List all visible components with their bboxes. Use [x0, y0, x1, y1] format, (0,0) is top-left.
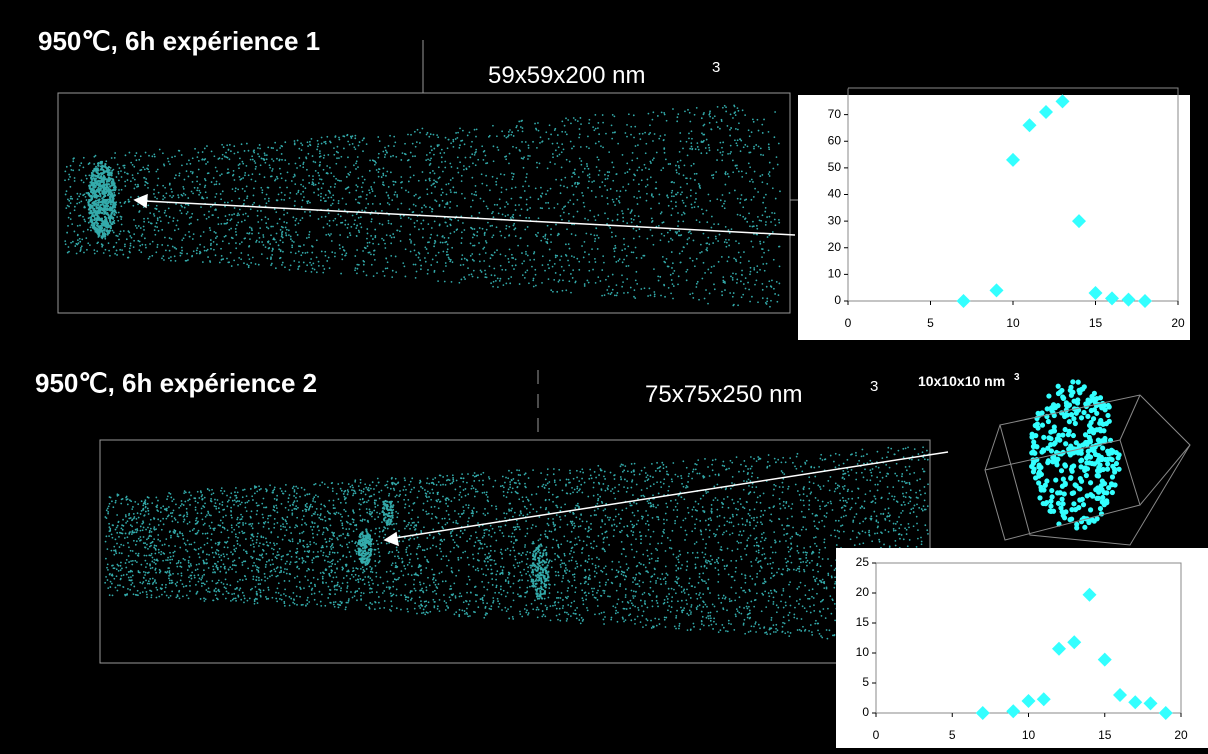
y-tick-label: 0: [834, 293, 841, 307]
data-point: [1138, 294, 1152, 308]
data-point: [1052, 641, 1066, 656]
data-point: [1036, 692, 1051, 707]
y-tick-label: 60: [828, 133, 842, 147]
y-tick-label: 10: [856, 645, 870, 659]
arrows: [133, 193, 949, 547]
size-exponent: 3: [712, 59, 720, 76]
data-point: [1113, 688, 1127, 702]
charts: 0 10 20 30 40 50 60 70 80 0 5 10 15 20 0 5 10 15 20 25 0 5 10 1…: [828, 80, 1188, 742]
data-point: [1158, 706, 1173, 720]
data-point: [1082, 587, 1097, 602]
inset-exponent: 3: [1014, 372, 1020, 383]
x-tick-label: 20: [1171, 316, 1185, 330]
x-tick-label: 5: [927, 316, 934, 330]
atom-maps: [64, 104, 1122, 644]
data-point: [1006, 152, 1020, 167]
data-point: [1039, 104, 1053, 119]
y-tick-label: 5: [862, 675, 869, 689]
inset-cluster: [1029, 379, 1122, 531]
data-point: [1128, 695, 1143, 710]
y-tick-label: 15: [856, 615, 870, 629]
size-label: 75x75x250 nm: [645, 381, 802, 408]
x-tick-label: 0: [845, 316, 852, 330]
data-point: [1105, 291, 1119, 306]
y-tick-label: 50: [828, 160, 842, 174]
x-tick-label: 15: [1089, 316, 1103, 330]
y-tick-label: 80: [828, 80, 842, 94]
x-tick-label: 10: [1006, 316, 1020, 330]
x-tick-label: 10: [1022, 728, 1036, 742]
data-point: [956, 294, 971, 308]
y-tick-label: 70: [828, 107, 842, 121]
data-point: [975, 706, 990, 720]
title: 950℃, 6h expérience 1: [38, 26, 320, 56]
x-tick-label: 20: [1174, 728, 1188, 742]
data-point: [1055, 94, 1070, 109]
y-tick-label: 40: [828, 187, 842, 201]
data-point: [1088, 286, 1103, 301]
data-point: [1067, 635, 1082, 650]
data-point: [1021, 694, 1036, 708]
data-point: [1006, 704, 1021, 719]
x-tick-label: 15: [1098, 728, 1112, 742]
x-tick-label: 5: [949, 728, 956, 742]
y-tick-label: 20: [828, 240, 842, 254]
data-point: [1022, 118, 1037, 133]
data-point: [1072, 214, 1086, 229]
data-point: [1143, 696, 1158, 711]
y-tick-label: 0: [862, 705, 869, 719]
y-tick-label: 10: [828, 267, 842, 281]
frame: [57, 92, 791, 314]
size-label: 59x59x200 nm: [488, 62, 645, 89]
y-tick-label: 20: [856, 585, 870, 599]
y-tick-label: 30: [828, 213, 842, 227]
y-tick-label: 25: [856, 555, 870, 569]
inset-cube: [984, 394, 1191, 546]
data-point: [989, 283, 1004, 298]
x-tick-label: 0: [873, 728, 880, 742]
chart-background: [836, 548, 1208, 748]
data-point: [1097, 652, 1112, 667]
inset-label: 10x10x10 nm: [918, 373, 1005, 389]
data-point: [1121, 292, 1136, 307]
size-exponent: 3: [870, 378, 878, 395]
title: 950℃, 6h expérience 2: [35, 368, 317, 398]
